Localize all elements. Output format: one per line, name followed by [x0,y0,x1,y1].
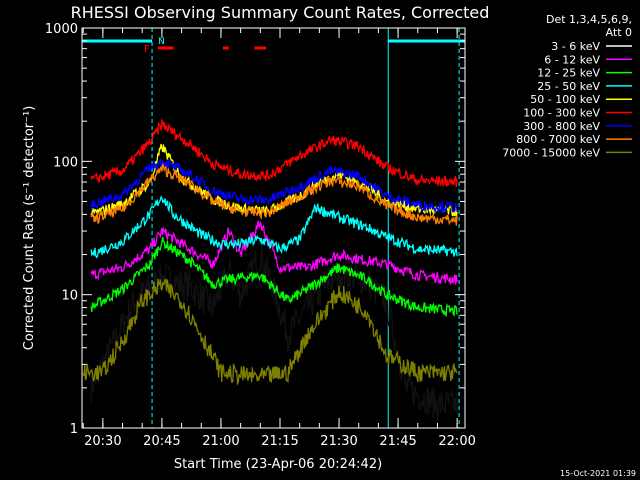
legend-label-6: 100 - 300 keV [523,107,600,120]
legend-label-9: 7000 - 15000 keV [502,146,600,159]
legend-label-3: 12 - 25 keV [537,67,600,80]
legend-label-8: 800 - 7000 keV [516,133,600,146]
series-line-7 [90,157,458,215]
x-tick-label-3: 21:00 [202,434,239,449]
y-axis-label: Corrected Count Rate (s⁻¹ detector⁻¹) [22,106,37,351]
series-line-4 [90,195,458,259]
flare-label: F [144,44,150,55]
legend-label-1: 3 - 6 keV [551,40,600,53]
series-line-9 [82,278,458,386]
chart-title: RHESSI Observing Summary Count Rates, Co… [71,3,490,22]
legend-header-1: Det 1,3,4,5,6,9, [546,13,632,26]
series-line-2 [90,220,458,286]
x-tick-label-5: 21:30 [320,434,357,449]
series-line-6 [90,117,458,188]
x-tick-label-4: 21:15 [261,434,298,449]
legend-label-4: 25 - 50 keV [537,80,600,93]
legend-label-2: 6 - 12 keV [544,53,600,66]
x-tick-label-7: 22:00 [438,434,475,449]
series-line-8 [90,162,458,226]
series-line-3 [90,236,458,317]
y-tick-label-4: 1000 [45,22,78,37]
legend-header-2: Att 0 [606,26,632,39]
x-axis-label: Start Time (23-Apr-06 20:24:42) [174,457,382,472]
generated-timestamp: 15-Oct-2021 01:39 [560,469,636,478]
x-tick-label-6: 21:45 [379,434,416,449]
night-label: N [158,37,165,47]
legend-label-7: 300 - 800 keV [523,120,600,133]
x-tick-label-2: 20:45 [143,434,180,449]
y-tick-label-3: 100 [53,155,78,170]
legend-label-5: 50 - 100 keV [530,93,600,106]
x-tick-label-1: 20:30 [84,434,121,449]
y-tick-label-2: 10 [61,289,78,304]
series-line-1 [90,244,458,420]
y-tick-label-1: 1 [70,422,78,437]
plot-frame [81,27,466,429]
